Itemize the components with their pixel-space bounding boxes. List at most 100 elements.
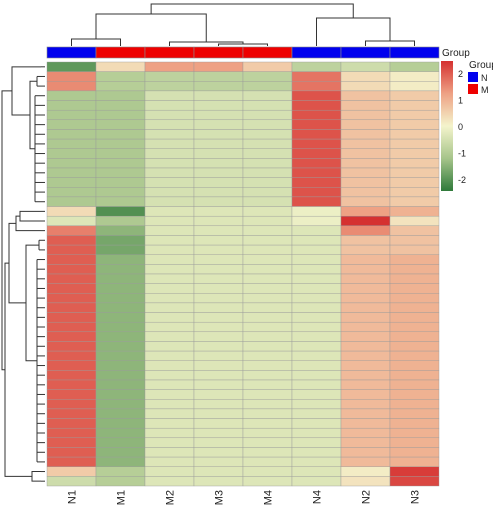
heatmap-cell <box>193 254 244 265</box>
color-scale-tick: -2 <box>458 175 466 185</box>
heatmap-cell <box>291 129 342 140</box>
group-annotation-cell <box>389 46 440 59</box>
heatmap-cell <box>389 389 440 400</box>
heatmap-cell <box>46 129 97 140</box>
heatmap-cell <box>389 100 440 111</box>
heatmap-cell <box>193 418 244 429</box>
heatmap-cell <box>389 206 440 217</box>
heatmap-cell <box>193 71 244 82</box>
heatmap-cell <box>242 90 293 101</box>
heatmap-cell <box>46 206 97 217</box>
heatmap-cell <box>389 447 440 458</box>
heatmap-cell <box>95 331 146 342</box>
heatmap-cell <box>46 283 97 294</box>
heatmap-cell <box>46 100 97 111</box>
heatmap-cell <box>95 370 146 381</box>
heatmap-cell <box>291 447 342 458</box>
column-label: N3 <box>410 490 422 504</box>
heatmap-cell <box>95 350 146 361</box>
heatmap-cells <box>46 61 440 487</box>
heatmap-cell <box>95 360 146 371</box>
heatmap-cell <box>144 244 195 255</box>
heatmap-cell <box>95 90 146 101</box>
heatmap-cell <box>46 71 97 82</box>
heatmap-cell <box>389 90 440 101</box>
heatmap-cell <box>389 283 440 294</box>
heatmap-cell <box>193 167 244 178</box>
heatmap-cell <box>144 427 195 439</box>
heatmap-cell <box>242 437 293 448</box>
heatmap-cell <box>291 148 342 159</box>
heatmap-cell <box>389 158 440 169</box>
heatmap-cell <box>340 418 391 429</box>
heatmap-cell <box>242 418 293 429</box>
heatmap-cell <box>340 447 391 458</box>
heatmap-cell <box>144 466 195 477</box>
heatmap-cell <box>340 283 391 294</box>
group-annotation-cell <box>340 46 391 59</box>
heatmap-cell <box>46 447 97 458</box>
heatmap-cell <box>193 100 244 111</box>
column-label: N2 <box>361 490 373 504</box>
heatmap-cell <box>144 293 195 304</box>
heatmap-cell <box>193 360 244 371</box>
heatmap-cell <box>144 379 195 390</box>
heatmap-cell <box>46 302 97 313</box>
heatmap-cell <box>340 399 391 410</box>
heatmap-cell <box>242 408 293 419</box>
heatmap-cell <box>389 148 440 159</box>
heatmap-cell <box>340 71 391 82</box>
heatmap-cell <box>242 138 293 149</box>
heatmap-cell <box>193 350 244 361</box>
heatmap-cell <box>340 321 391 333</box>
heatmap-cell <box>340 379 391 390</box>
heatmap-cell <box>291 331 342 342</box>
heatmap-cell <box>291 418 342 429</box>
heatmap-cell <box>193 109 244 121</box>
heatmap-cell <box>95 71 146 82</box>
heatmap-cell <box>340 100 391 111</box>
heatmap-cell <box>340 341 391 352</box>
heatmap-cell <box>291 312 342 323</box>
column-label: M4 <box>263 490 275 505</box>
heatmap-cell <box>340 235 391 246</box>
heatmap-cell <box>95 283 146 294</box>
heatmap-cell <box>193 312 244 323</box>
heatmap-cell <box>340 206 391 217</box>
heatmap-cell <box>242 235 293 246</box>
heatmap-cell <box>144 437 195 448</box>
heatmap-cell <box>389 196 440 207</box>
heatmap-cell <box>144 215 195 227</box>
heatmap-cell <box>193 273 244 284</box>
column-label: M2 <box>165 490 177 505</box>
heatmap-cell <box>389 225 440 236</box>
heatmap-cell <box>291 370 342 381</box>
heatmap-cell <box>340 312 391 323</box>
heatmap-cell <box>46 466 97 477</box>
heatmap-cell <box>291 283 342 294</box>
heatmap-cell <box>291 177 342 188</box>
heatmap-cell <box>291 215 342 227</box>
heatmap-cell <box>242 389 293 400</box>
heatmap-cell <box>144 321 195 333</box>
heatmap-cell <box>46 341 97 352</box>
heatmap-cell <box>144 476 195 487</box>
heatmap-cell <box>291 408 342 419</box>
heatmap-cell <box>242 196 293 207</box>
heatmap-cell <box>95 177 146 188</box>
heatmap-cell <box>389 177 440 188</box>
heatmap-cell <box>95 302 146 313</box>
heatmap-cell <box>95 254 146 265</box>
heatmap-cell <box>242 81 293 92</box>
heatmap-cell <box>340 360 391 371</box>
heatmap-cell <box>95 158 146 169</box>
heatmap-cell <box>144 61 195 72</box>
group-legend-label: M <box>481 85 489 95</box>
heatmap-cell <box>144 100 195 111</box>
heatmap-cell <box>389 331 440 342</box>
heatmap-cell <box>144 264 195 275</box>
heatmap-cell <box>291 225 342 236</box>
heatmap-cell <box>144 235 195 246</box>
group-annotation-label: Group <box>442 48 470 59</box>
